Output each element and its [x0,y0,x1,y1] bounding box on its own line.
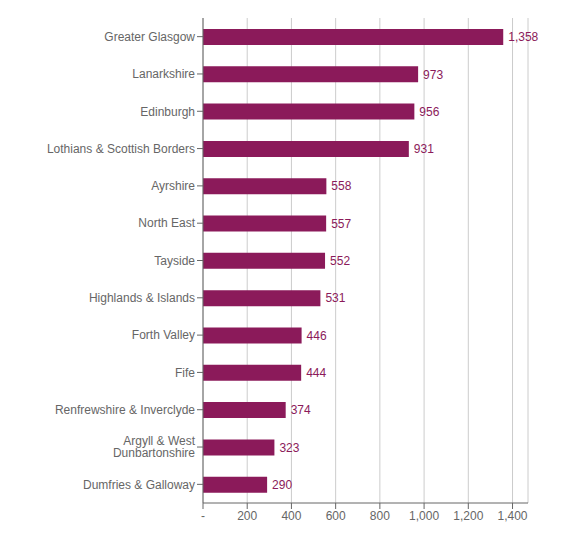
svg-text:973: 973 [423,68,443,82]
svg-text:Greater Glasgow: Greater Glasgow [104,30,195,44]
svg-text:323: 323 [279,441,299,455]
svg-text:558: 558 [331,179,351,193]
svg-text:1,200: 1,200 [453,509,483,523]
svg-text:400: 400 [281,509,301,523]
svg-text:Lothians & Scottish Borders: Lothians & Scottish Borders [47,142,195,156]
svg-text:1,000: 1,000 [409,509,439,523]
svg-text:Argyll & WestDunbartonshire: Argyll & WestDunbartonshire [113,434,196,460]
svg-text:531: 531 [325,291,345,305]
svg-text:Tayside: Tayside [154,254,195,268]
svg-text:800: 800 [370,509,390,523]
svg-text:200: 200 [237,509,257,523]
svg-text:Dumfries & Galloway: Dumfries & Galloway [83,478,195,492]
svg-text:Fife: Fife [175,366,195,380]
svg-text:Ayrshire: Ayrshire [151,179,195,193]
svg-text:1,400: 1,400 [498,509,528,523]
svg-text:374: 374 [291,403,311,417]
svg-text:956: 956 [419,105,439,119]
svg-text:Lanarkshire: Lanarkshire [132,67,195,81]
svg-text:557: 557 [331,217,351,231]
svg-text:552: 552 [330,254,350,268]
svg-text:North East: North East [138,216,195,230]
svg-text:Forth Valley: Forth Valley [132,328,195,342]
svg-text:-: - [201,509,205,523]
svg-text:1,358: 1,358 [508,30,538,44]
svg-text:444: 444 [306,366,326,380]
svg-text:290: 290 [272,478,292,492]
svg-text:931: 931 [414,142,434,156]
svg-text:Renfrewshire & Inverclyde: Renfrewshire & Inverclyde [55,403,195,417]
svg-text:600: 600 [326,509,346,523]
svg-text:Edinburgh: Edinburgh [140,105,195,119]
svg-text:446: 446 [307,329,327,343]
svg-text:Highlands & Islands: Highlands & Islands [89,291,195,305]
